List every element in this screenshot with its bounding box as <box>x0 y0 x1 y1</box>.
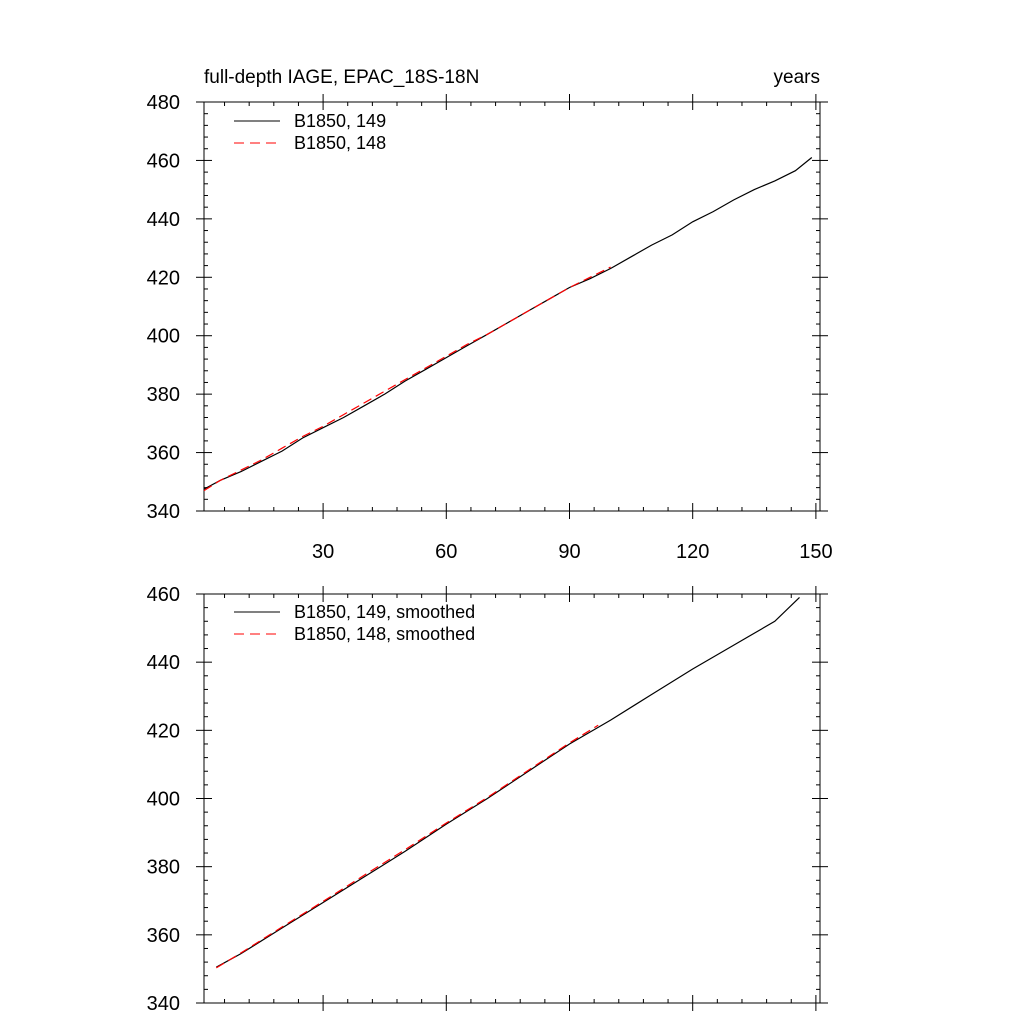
top-ytick-label: 360 <box>147 443 180 465</box>
bottom-ticks: 340 360 380 400 420 440 460 <box>147 584 828 1015</box>
bottom-ytick-label: 420 <box>147 720 180 742</box>
top-ytick-label: 460 <box>147 150 180 172</box>
top-plot-frame <box>203 101 821 512</box>
top-series <box>203 157 813 492</box>
top-title: full-depth IAGE, EPAC_18S-18N <box>204 67 479 88</box>
top-ticks: 340 360 380 400 420 440 460 480 30 60 90 120 150 <box>147 92 833 563</box>
legend-label-148-smoothed: B1850, 148, smoothed <box>294 624 475 644</box>
legend-label-149-smoothed: B1850, 149, smoothed <box>294 602 475 622</box>
bottom-legend: B1850, 149, smoothed B1850, 148, smoothe… <box>234 602 475 644</box>
bottom-plot-frame <box>203 593 821 1004</box>
top-series-line-1 <box>203 266 611 492</box>
legend-label-149: B1850, 149 <box>294 111 386 131</box>
top-legend: B1850, 149 B1850, 148 <box>234 111 386 153</box>
bottom-series-line-0 <box>216 596 800 968</box>
top-xtick-label: 30 <box>312 541 334 563</box>
top-units-label: years <box>774 67 820 88</box>
top-panel: full-depth IAGE, EPAC_18S-18N years 3403… <box>147 67 833 563</box>
top-ytick-label: 440 <box>147 209 180 231</box>
top-xtick-label: 90 <box>558 541 580 563</box>
top-ytick-label: 400 <box>147 326 180 348</box>
top-ytick-label: 380 <box>147 384 180 406</box>
bottom-ytick-label: 360 <box>147 925 180 947</box>
bottom-ytick-label: 380 <box>147 857 180 879</box>
top-xtick-label: 120 <box>676 541 709 563</box>
top-ytick-label: 340 <box>147 501 180 523</box>
top-ytick-label: 420 <box>147 267 180 289</box>
bottom-ytick-label: 340 <box>147 993 180 1015</box>
bottom-series <box>215 596 800 969</box>
legend-label-148: B1850, 148 <box>294 133 386 153</box>
top-xtick-label: 60 <box>435 541 457 563</box>
bottom-series-line-1 <box>215 724 599 969</box>
bottom-ytick-label: 400 <box>147 789 180 811</box>
top-ytick-label: 480 <box>147 92 180 114</box>
bottom-ytick-label: 460 <box>147 584 180 606</box>
top-xtick-label: 150 <box>799 541 832 563</box>
bottom-ytick-label: 440 <box>147 652 180 674</box>
top-series-line-0 <box>203 157 813 490</box>
bottom-panel: 340 360 380 400 420 440 460 B1850, 149, smooth… <box>147 584 828 1015</box>
